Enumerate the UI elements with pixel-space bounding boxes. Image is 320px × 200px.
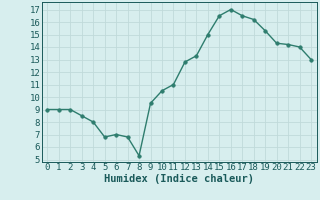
X-axis label: Humidex (Indice chaleur): Humidex (Indice chaleur) bbox=[104, 174, 254, 184]
